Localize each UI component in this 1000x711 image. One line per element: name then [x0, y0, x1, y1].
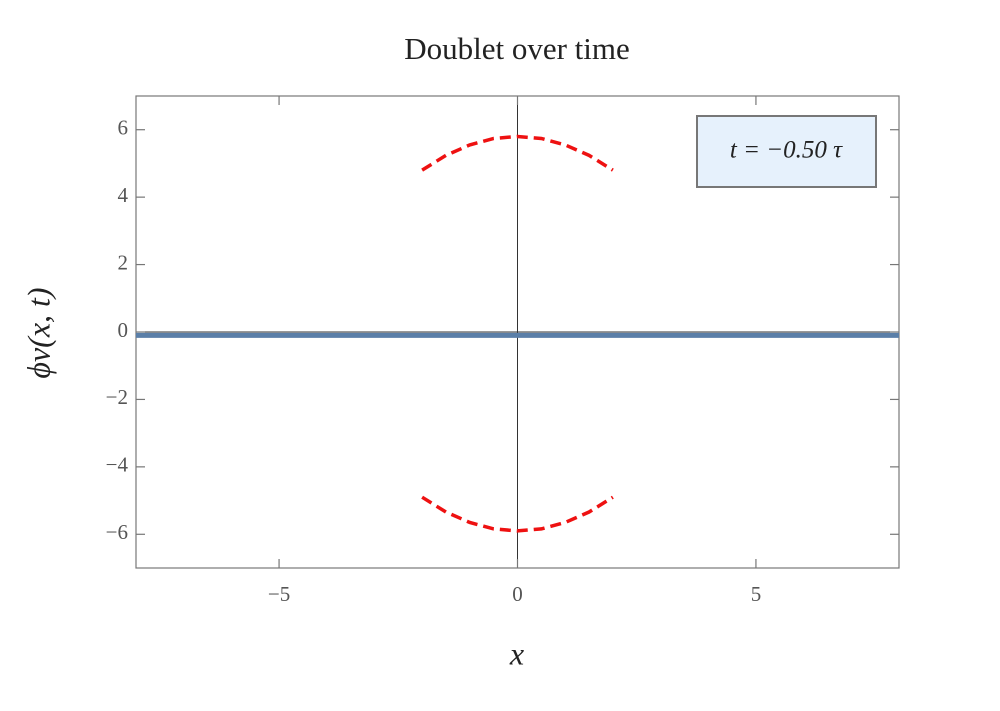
y-tick-label: 0 — [118, 318, 129, 342]
annotation: t = −0.50 τ — [730, 137, 843, 164]
series-line — [421, 134, 614, 172]
x-tick-label: 0 — [512, 582, 523, 606]
y-tick-label: −2 — [106, 385, 128, 409]
y-tick-label: 4 — [118, 183, 129, 207]
y-tick-label: −6 — [106, 520, 128, 544]
y-tick-label: −4 — [106, 453, 129, 477]
y-tick-label: 6 — [118, 116, 129, 140]
series-line — [421, 495, 614, 533]
y-axis-label: ϕv(x, t) — [20, 287, 56, 378]
annotation-box — [696, 115, 877, 188]
x-axis-label: x — [509, 635, 524, 671]
plot-area: −5 0 5 −6 −4 −2 0 2 4 6 — [106, 95, 900, 606]
x-tick-label: 5 — [751, 582, 762, 606]
y-tick-label: 2 — [118, 250, 129, 274]
x-tick-label: −5 — [268, 582, 290, 606]
chart-title: Doublet over time — [404, 31, 630, 66]
